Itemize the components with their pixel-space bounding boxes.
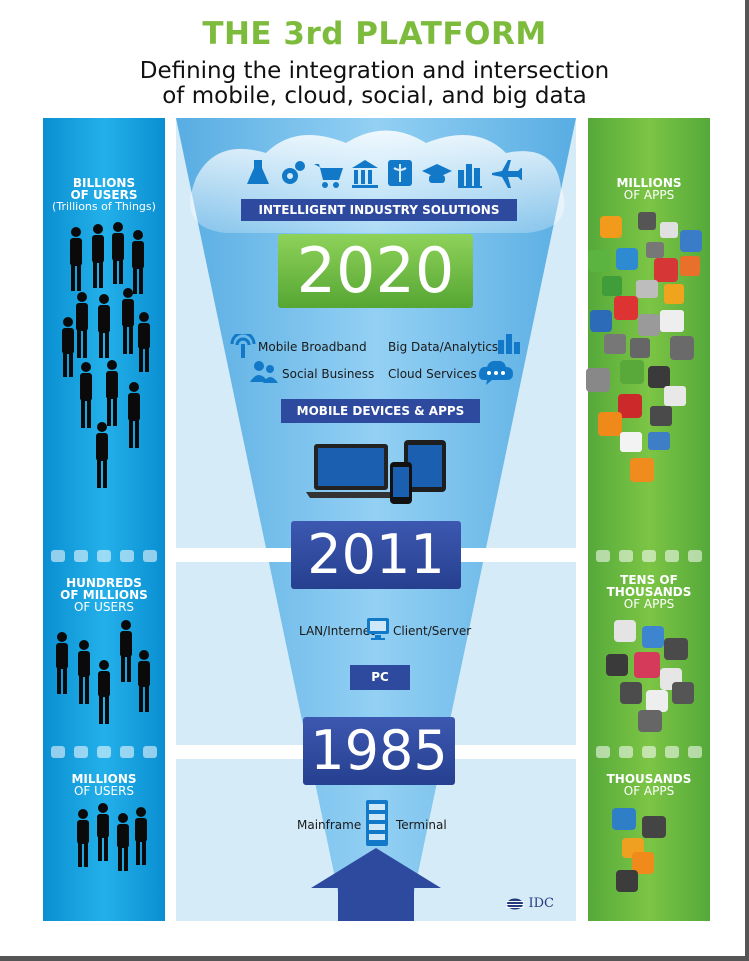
users-tier-hundreds-of-millions: HUNDREDS OF MILLIONS OF USERS [43, 577, 165, 613]
users-tier-millions: MILLIONS OF USERS [43, 773, 165, 797]
users-tier3-line2: OF USERS [73, 784, 135, 798]
mobile-devices-illustration [306, 440, 446, 504]
social-business-label: Social Business [282, 367, 375, 381]
users-tier2-line3: OF USERS [73, 600, 135, 614]
users-tier2-line2: OF MILLIONS [60, 588, 148, 602]
users-tier1-line2: OF USERS [70, 188, 138, 202]
industry-icons-row [247, 160, 522, 188]
apps-divider-dots-1 [588, 550, 710, 564]
idc-logo-text: IDC [528, 896, 554, 911]
users-tier1-line1: BILLIONS [72, 176, 136, 190]
apps-tier-millions: MILLIONS OF APPS [588, 177, 710, 201]
cart-icon [314, 164, 343, 188]
page-frame-right [745, 0, 749, 961]
users-divider-dots-2 [43, 746, 165, 760]
laptop-icon [306, 444, 398, 498]
idc-globe-icon [506, 898, 525, 909]
caduceus-icon [388, 160, 412, 186]
gears-icon [282, 161, 305, 184]
people-icon [250, 361, 278, 383]
year-2020-box: 2020 [278, 234, 473, 308]
apps-tier2-line2: THOUSANDS [606, 585, 692, 599]
pc-label: PC [350, 665, 410, 690]
year-1985-box: 1985 [303, 717, 455, 785]
users-tier3-line1: MILLIONS [71, 772, 137, 786]
apps-divider-dots-2 [588, 746, 710, 760]
up-arrow-icon [311, 848, 441, 921]
app-icon-cluster-thousands [612, 808, 666, 892]
apps-tier3-line1: THOUSANDS [606, 772, 692, 786]
apps-tier1-line1: MILLIONS [616, 176, 682, 190]
users-tier2-line1: HUNDREDS [66, 576, 142, 590]
flask-icon [247, 160, 269, 184]
people-silhouettes-billions [62, 222, 150, 488]
apps-tier-thousands: THOUSANDS OF APPS [588, 773, 710, 797]
users-tier-billions: BILLIONS OF USERS (Trillions of Things) [43, 177, 165, 213]
bar-chart-icon [458, 164, 482, 188]
people-silhouettes-millions [77, 803, 147, 871]
graduation-cap-icon [422, 164, 452, 183]
users-tier1-line3: (Trillions of Things) [52, 200, 156, 213]
mobile-broadband-label: Mobile Broadband [258, 340, 367, 354]
subtitle-line-2: of mobile, cloud, social, and big data [162, 83, 587, 109]
apps-tier3-line2: OF APPS [623, 784, 675, 798]
subtitle-line-1: Defining the integration and intersectio… [139, 58, 610, 84]
client-server-label: Client/Server [393, 624, 472, 638]
mobile-devices-apps-label: MOBILE DEVICES & APPS [281, 399, 480, 423]
app-icon-cluster-millions [586, 212, 702, 482]
idc-logo: IDC [506, 896, 554, 911]
big-data-analytics-label: Big Data/Analytics [388, 340, 499, 354]
tablet-icon [404, 440, 446, 492]
page-title: THE 3rd PLATFORM [202, 16, 547, 52]
phone-icon [390, 462, 412, 504]
apps-tier1-line2: OF APPS [623, 188, 675, 202]
mainframe-label: Mainframe [297, 818, 362, 832]
page-frame-bottom [0, 956, 749, 961]
cloud-services-label: Cloud Services [388, 367, 477, 381]
people-silhouettes-hundreds [56, 620, 150, 724]
wifi-tower-icon [230, 334, 256, 358]
users-divider-dots-1 [43, 550, 165, 564]
intelligent-industry-solutions-banner: INTELLIGENT INDUSTRY SOLUTIONS [241, 199, 517, 221]
terminal-label: Terminal [396, 818, 447, 832]
apps-tier2-line3: OF APPS [623, 597, 675, 611]
year-2011-box: 2011 [291, 521, 461, 589]
airplane-icon [492, 160, 522, 188]
chat-cloud-icon [478, 360, 513, 385]
server-icon [366, 800, 388, 846]
analytics-bars-icon [498, 334, 520, 354]
monitor-icon [367, 618, 389, 640]
apps-tier-tens-of-thousands: TENS OF THOUSANDS OF APPS [588, 574, 710, 610]
app-icon-cluster-tens-of-thousands [606, 620, 694, 732]
bank-icon [352, 160, 378, 188]
apps-tier2-line1: TENS OF [620, 573, 678, 587]
lan-internet-label: LAN/Internet [299, 624, 375, 638]
